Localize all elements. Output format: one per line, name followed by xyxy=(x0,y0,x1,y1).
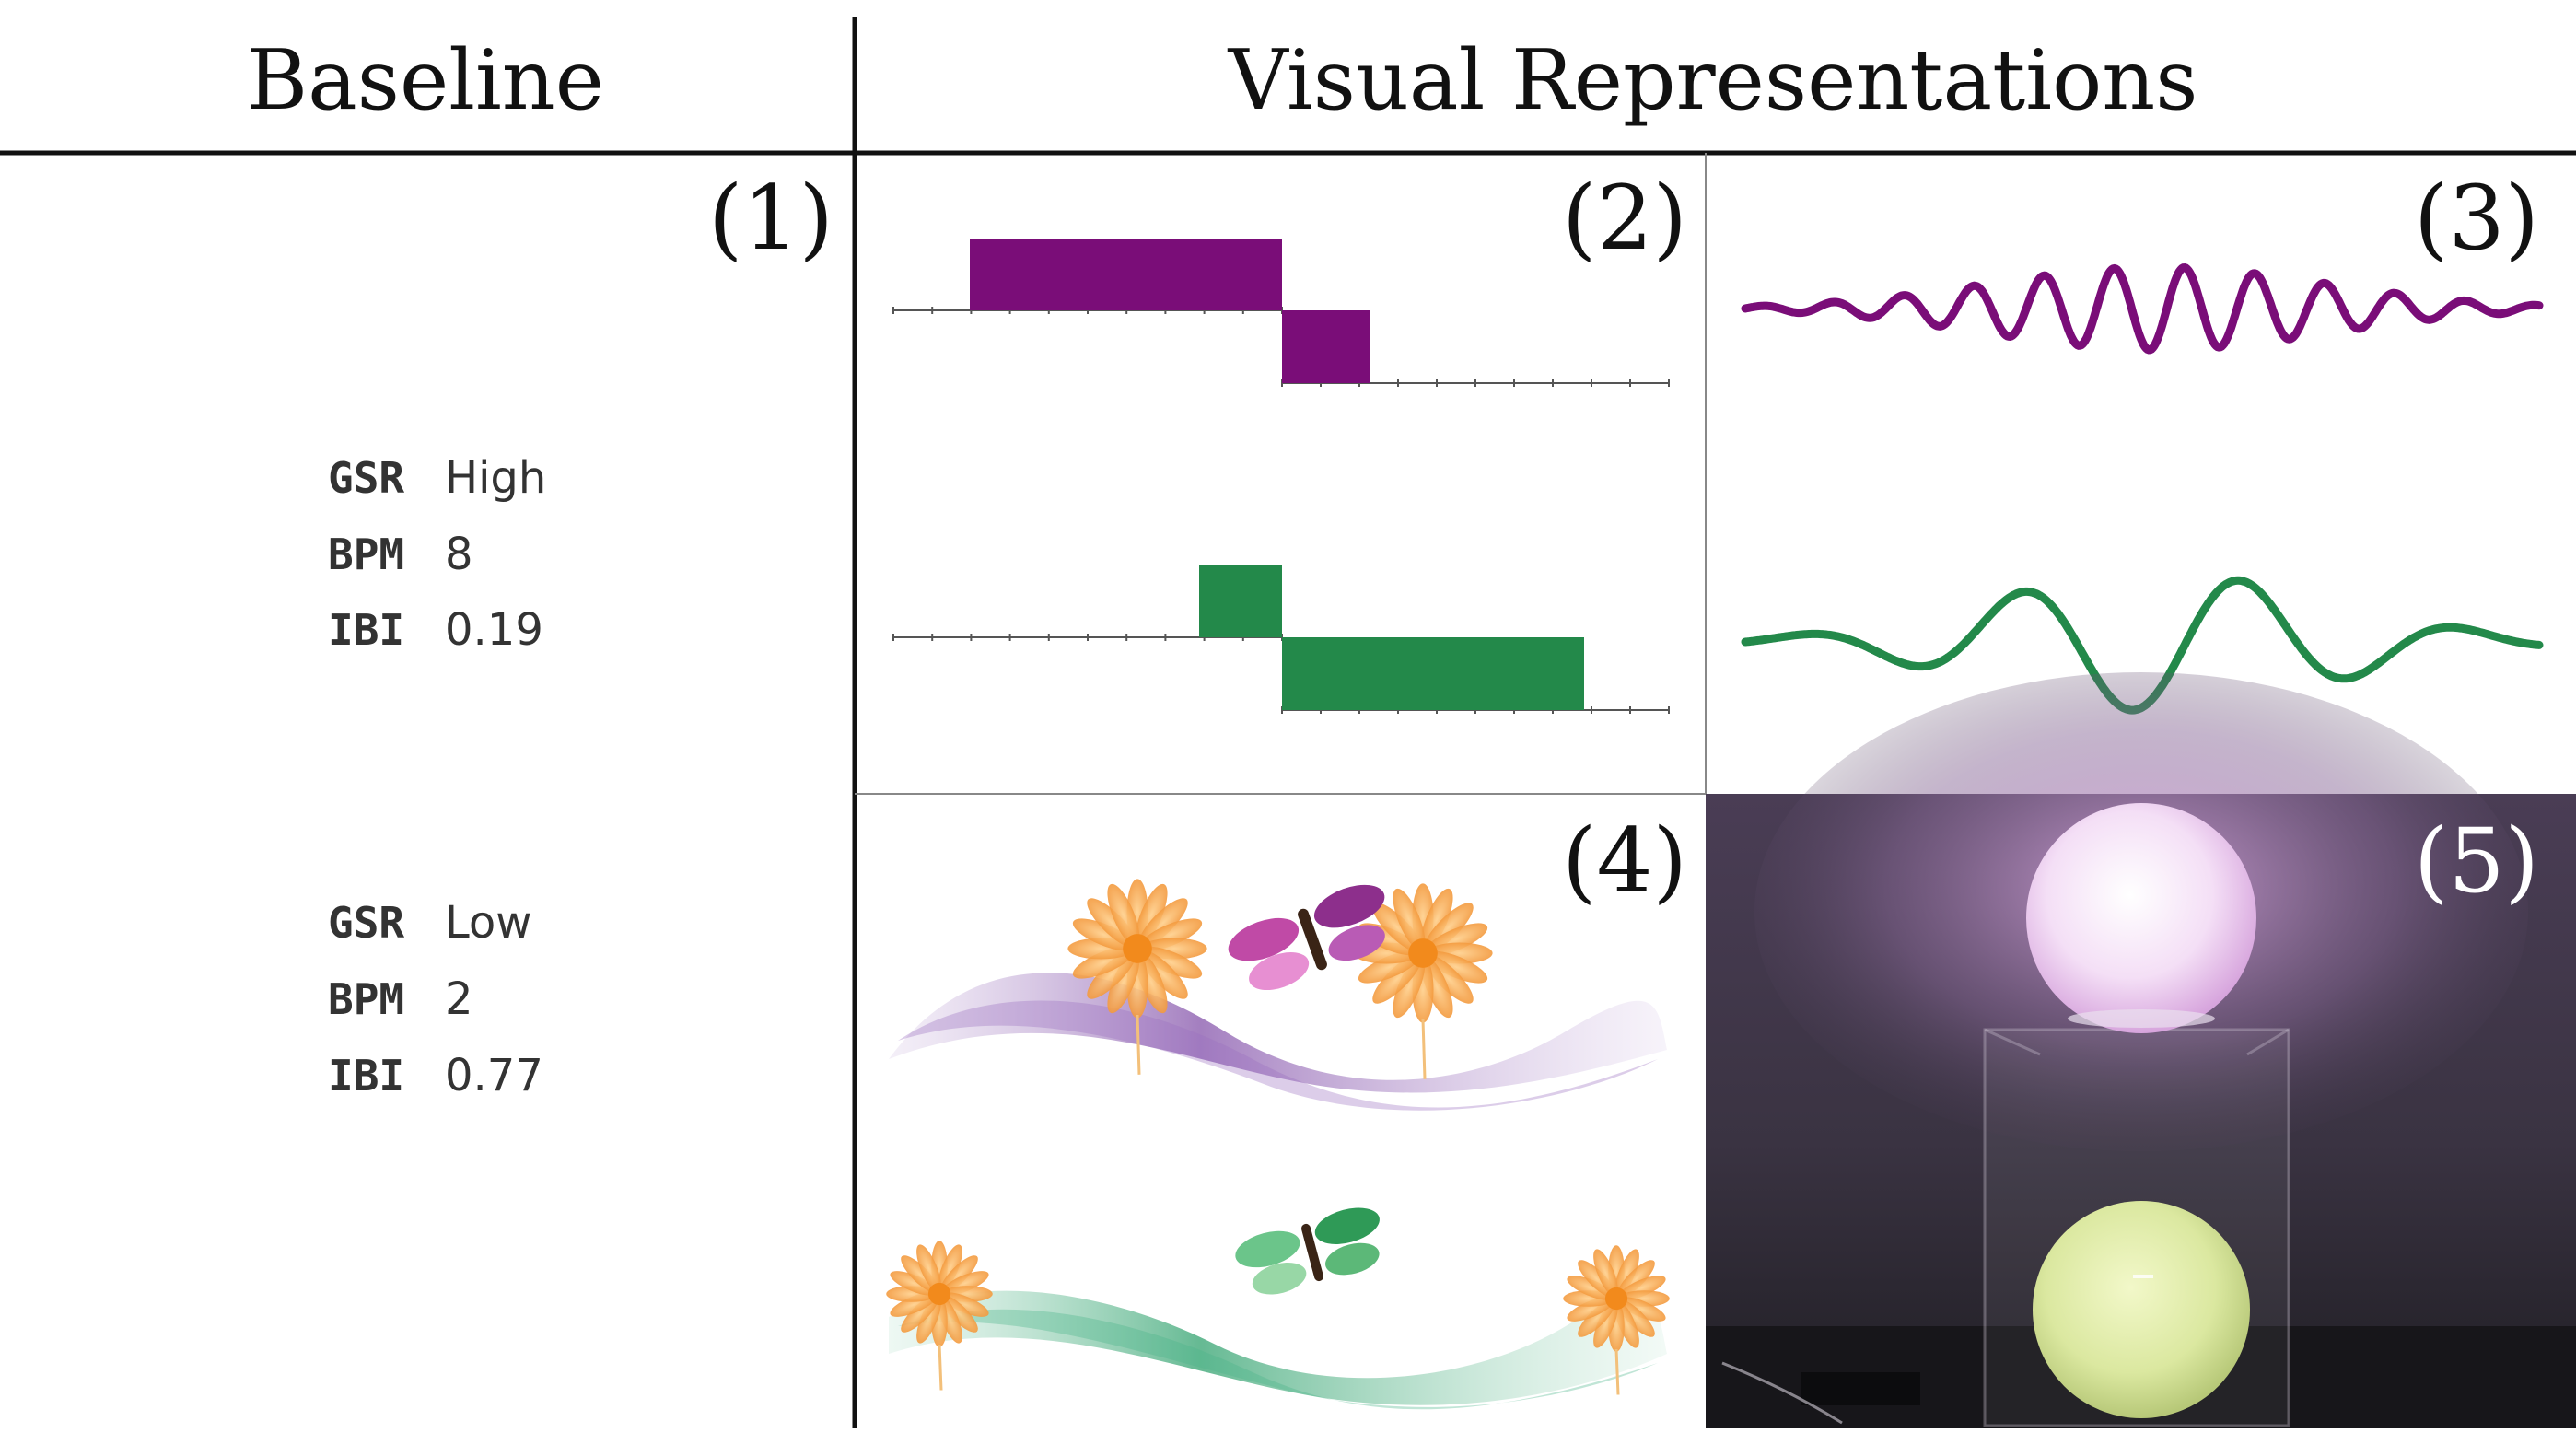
wave-ribbon-green-2 xyxy=(898,1309,1658,1410)
sphere-lamp-bottom xyxy=(2033,1201,2250,1418)
flower-petal xyxy=(916,1296,941,1344)
baseline-low-ibi-key: IBI xyxy=(328,1051,404,1101)
flower-stem xyxy=(1614,1348,1620,1395)
baseline-high-bpm-key: BPM xyxy=(328,530,404,579)
flower-petal xyxy=(1614,1249,1639,1297)
baseline-high-gsr-value: High xyxy=(445,452,546,504)
bar-low-negative xyxy=(1282,637,1584,710)
baseline-high-gsr-key: GSR xyxy=(328,453,404,503)
baseline-low-group: GSR Low BPM 2 IBI 0.77 xyxy=(328,897,543,1101)
flower-stem xyxy=(938,1344,943,1391)
flower-petal xyxy=(1567,1276,1614,1300)
flower-petal xyxy=(890,1271,938,1296)
wave-ribbon-purple-2 xyxy=(898,1000,1658,1111)
flower-stem xyxy=(1421,1019,1427,1079)
baseline-low-gsr-value: Low xyxy=(445,897,532,949)
flower-icon xyxy=(1353,883,1493,1079)
flower-petal xyxy=(941,1292,989,1317)
flower-petal xyxy=(1072,918,1135,951)
butterfly-icon xyxy=(1235,1207,1380,1295)
flower-petal xyxy=(1420,888,1453,950)
flower-petal xyxy=(1426,950,1488,984)
panel-4-label: (4) xyxy=(1562,810,1687,913)
cable xyxy=(1721,1361,1843,1425)
baseline-low-bpm-value: 2 xyxy=(445,973,473,1025)
flower-petal xyxy=(1140,946,1203,979)
flower-petal xyxy=(1393,956,1426,1019)
flower-petal xyxy=(1618,1297,1666,1322)
baseline-high-ibi-value: 0.19 xyxy=(445,604,543,656)
butterfly-icon xyxy=(1228,884,1385,991)
wave-high xyxy=(1741,263,2544,355)
wave-ribbon-purple-1 xyxy=(889,973,1667,1093)
flower-icon xyxy=(1067,879,1207,1075)
flower-center xyxy=(1408,938,1438,968)
flower-center xyxy=(1123,934,1152,963)
flower-petal xyxy=(1107,883,1140,946)
flower-icon xyxy=(1563,1245,1670,1395)
nature-scene-low xyxy=(886,1207,1670,1410)
flower-icon xyxy=(886,1241,993,1391)
panel-1-label: (1) xyxy=(708,167,833,270)
nature-scene-high xyxy=(889,879,1667,1111)
outlet xyxy=(1801,1372,1920,1405)
baseline-title: Baseline xyxy=(247,32,604,129)
flower-petal xyxy=(1593,1249,1618,1297)
flower-center xyxy=(1604,1287,1628,1311)
flower-center xyxy=(927,1282,951,1306)
wave-ribbon-green-1 xyxy=(889,1290,1667,1405)
lamp-highlight xyxy=(2133,1275,2153,1278)
baseline-high-group: GSR High BPM 8 IBI 0.19 xyxy=(328,452,546,656)
glass-edge xyxy=(2246,1028,2290,1056)
baseline-high-bpm-value: 8 xyxy=(445,529,473,580)
baseline-high-ibi-key: IBI xyxy=(328,605,404,655)
lamp-photo: (5) xyxy=(1706,672,2576,1428)
flower-petal xyxy=(1593,1300,1618,1348)
flower-petal xyxy=(1135,883,1168,946)
bar-low-positive xyxy=(1199,565,1282,637)
bar-representation-high xyxy=(892,239,1670,387)
bar-high-positive xyxy=(970,239,1282,310)
lamp-base-top xyxy=(2068,1009,2215,1028)
baseline-low-ibi-value: 0.77 xyxy=(445,1050,543,1101)
panel-5-label: (5) xyxy=(2414,810,2539,913)
sphere-lamp-top xyxy=(2026,803,2256,1033)
flower-petal xyxy=(1107,951,1140,1014)
flower-petal xyxy=(938,1244,962,1292)
panel-2-label: (2) xyxy=(1562,167,1687,270)
glass-edge xyxy=(1984,1028,2041,1056)
flower-stem xyxy=(1136,1014,1141,1075)
bar-high-negative xyxy=(1282,310,1370,383)
bar-representation-low xyxy=(892,565,1670,714)
baseline-low-bpm-key: BPM xyxy=(328,974,404,1024)
panel-3-label: (3) xyxy=(2414,167,2539,270)
baseline-low-gsr-key: GSR xyxy=(328,898,404,948)
visual-representations-title: Visual Representations xyxy=(1228,32,2198,129)
flower-petal xyxy=(916,1244,941,1292)
flower-petal xyxy=(1393,888,1426,950)
